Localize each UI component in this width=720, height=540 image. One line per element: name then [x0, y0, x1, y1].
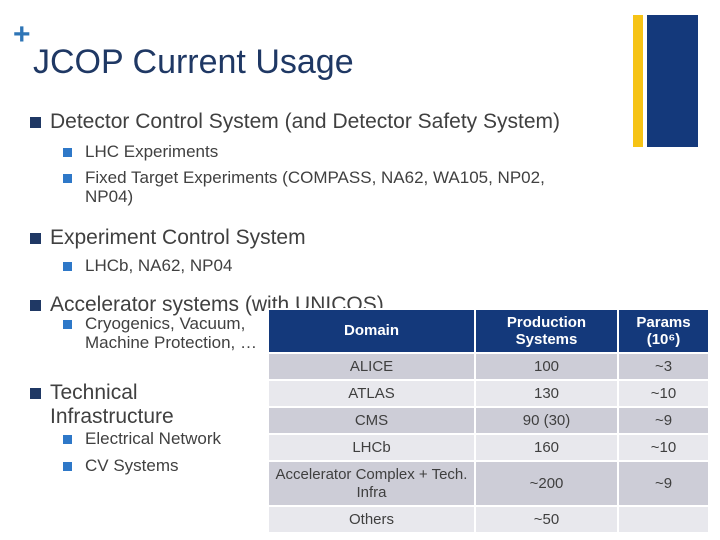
bullet-text: Detector Control System (and Detector Sa… [50, 110, 561, 133]
cell-production-systems: 100 [476, 354, 617, 379]
slide-title: JCOP Current Usage [33, 43, 354, 81]
bullet-lhcb-na62-np04: LHCb, NA62, NP04 [63, 256, 583, 276]
level2-bullet-square-icon [63, 462, 72, 471]
level2-bullet-square-icon [63, 148, 72, 157]
table-row-cms: CMS 90 (30) ~9 [269, 408, 708, 433]
cell-params: ~10 [619, 435, 708, 460]
cell-params [619, 507, 708, 532]
cell-production-systems: 90 (30) [476, 408, 617, 433]
bullet-text: Fixed Target Experiments (COMPASS, NA62,… [85, 168, 545, 206]
level2-bullet-square-icon [63, 320, 72, 329]
decorative-navy-block [647, 15, 698, 147]
level1-bullet-square-icon [30, 117, 41, 128]
cell-params: ~9 [619, 408, 708, 433]
decorative-yellow-bar [633, 15, 643, 147]
bullet-fixed-target-experiments: Fixed Target Experiments (COMPASS, NA62,… [63, 168, 563, 206]
table-row-others: Others ~50 [269, 507, 708, 532]
cell-params: ~3 [619, 354, 708, 379]
plus-icon: + [13, 18, 31, 51]
bullet-detector-control-system: Detector Control System (and Detector Sa… [30, 110, 630, 134]
level1-bullet-square-icon [30, 300, 41, 311]
table-header-production-systems: Production Systems [476, 310, 617, 352]
cell-domain: ATLAS [269, 381, 474, 406]
level2-bullet-square-icon [63, 435, 72, 444]
cell-domain: LHCb [269, 435, 474, 460]
bullet-text: LHCb, NA62, NP04 [85, 256, 233, 275]
cell-domain: Others [269, 507, 474, 532]
bullet-electrical-network: Electrical Network [63, 429, 263, 449]
cell-domain: ALICE [269, 354, 474, 379]
bullet-text: LHC Experiments [85, 142, 219, 161]
table-header-domain: Domain [269, 310, 474, 352]
table-row-atlas: ATLAS 130 ~10 [269, 381, 708, 406]
bullet-text: Electrical Network [85, 429, 222, 448]
table-row-alice: ALICE 100 ~3 [269, 354, 708, 379]
bullet-experiment-control-system: Experiment Control System [30, 226, 630, 250]
cell-params: ~9 [619, 462, 708, 505]
bullet-text: Cryogenics, Vacuum, Machine Protection, … [85, 314, 257, 352]
level2-bullet-square-icon [63, 174, 72, 183]
table-header-row: Domain Production Systems Params (10⁶) [269, 310, 708, 352]
table-header-params: Params (10⁶) [619, 310, 708, 352]
cell-production-systems: ~200 [476, 462, 617, 505]
cell-domain: CMS [269, 408, 474, 433]
cell-domain: Accelerator Complex + Tech. Infra [269, 462, 474, 505]
bullet-text: CV Systems [85, 456, 179, 475]
cell-params: ~10 [619, 381, 708, 406]
cell-production-systems: 130 [476, 381, 617, 406]
bullet-cv-systems: CV Systems [63, 456, 263, 476]
bullet-lhc-experiments: LHC Experiments [63, 142, 583, 162]
table-row-lhcb: LHCb 160 ~10 [269, 435, 708, 460]
table-row-accelerator-complex: Accelerator Complex + Tech. Infra ~200 ~… [269, 462, 708, 505]
bullet-technical-infrastructure: Technical Infrastructure [30, 381, 205, 428]
bullet-cryogenics-vacuum: Cryogenics, Vacuum, Machine Protection, … [63, 314, 258, 352]
level1-bullet-square-icon [30, 388, 41, 399]
usage-table: Domain Production Systems Params (10⁶) A… [267, 308, 710, 534]
level1-bullet-square-icon [30, 233, 41, 244]
cell-production-systems: ~50 [476, 507, 617, 532]
bullet-text: Technical Infrastructure [50, 381, 174, 428]
cell-production-systems: 160 [476, 435, 617, 460]
bullet-text: Experiment Control System [50, 226, 306, 249]
level2-bullet-square-icon [63, 262, 72, 271]
